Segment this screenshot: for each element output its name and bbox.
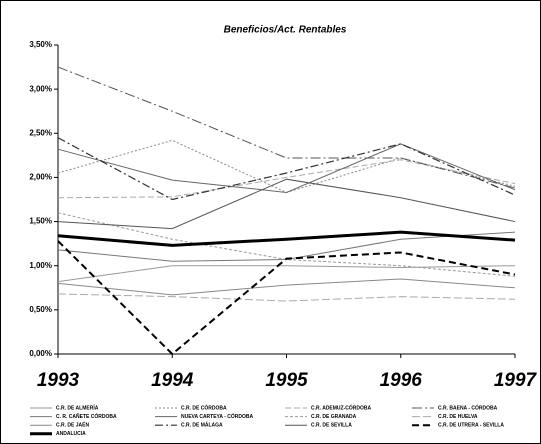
y-tick-label: 0,00% [29, 349, 52, 358]
y-tick-label: 2,00% [29, 173, 52, 182]
x-tick-label: 1995 [265, 370, 308, 391]
legend-label: C.R. DE ALMERÍA [56, 403, 99, 411]
y-tick-label: 2,50% [29, 128, 52, 137]
series-line [57, 240, 516, 356]
x-tick-label: 1993 [37, 370, 80, 391]
legend-label: C.R. DE UTRERA - SEVILLA [438, 423, 504, 429]
series-line [57, 137, 516, 201]
y-tick-label: 0,50% [29, 305, 52, 314]
series-line [57, 143, 516, 193]
series-line [57, 278, 516, 296]
series-line [57, 293, 516, 302]
series-line [57, 212, 516, 277]
y-tick-label: 1,50% [29, 217, 52, 226]
legend-label: ANDALUCIA [56, 431, 86, 437]
x-tick-label: 1996 [380, 370, 423, 391]
legend-label: C. R. CAÑETE CÓRDOBA [56, 412, 117, 420]
legend-label: C.R. DE JAÉN [56, 421, 89, 429]
x-tick-label: 1997 [494, 370, 538, 391]
chart-title: Beneficios/Act. Rentables [224, 25, 347, 36]
legend-label: NUEVA CARTEYA - CÓRDOBA [181, 412, 254, 420]
series-line [57, 178, 516, 230]
series-line [57, 265, 516, 283]
legend-label: C.R. DE CÓRDOBA [181, 403, 227, 411]
series-line [57, 66, 516, 189]
series-line [57, 159, 516, 199]
series-line [57, 230, 516, 247]
legend-label: C.R. DE SEVILLA [311, 423, 352, 429]
legend-label: C.R. DE HUELVA [438, 414, 478, 420]
y-tick-label: 1,00% [29, 261, 52, 270]
y-tick-label: 3,00% [29, 84, 52, 93]
x-tick-label: 1994 [151, 370, 194, 391]
legend-label: C.R. ADEMUZ-CÓRDOBA [311, 403, 371, 411]
legend-label: C.R. DE MÁLAGA [181, 422, 223, 429]
legend-label: C.R. BAENA - CÓRDOBA [438, 403, 498, 411]
legend-label: C.R. DE GRANADA [311, 414, 357, 420]
y-tick-label: 3,50% [29, 40, 52, 49]
